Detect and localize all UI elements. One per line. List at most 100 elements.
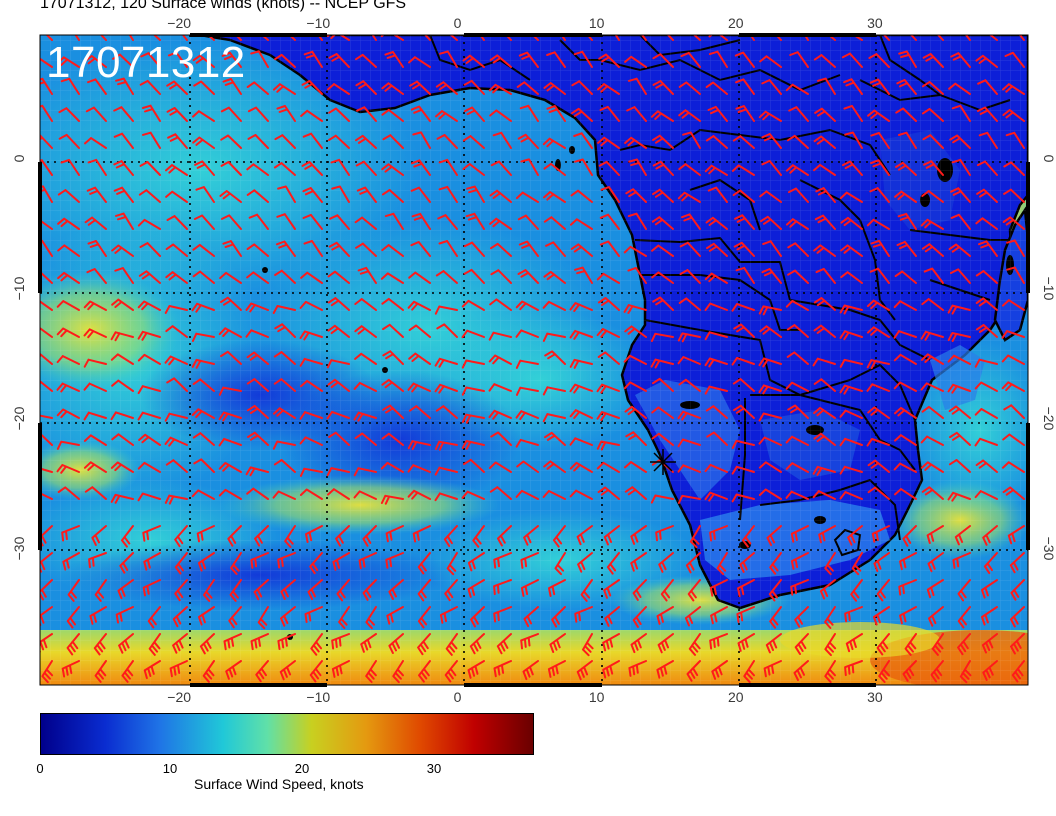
wind-barb — [652, 296, 674, 311]
wind-barb — [365, 606, 377, 630]
wind-barb — [602, 633, 620, 652]
wind-barb — [597, 351, 620, 365]
wind-barb — [869, 187, 890, 203]
wind-barb — [920, 435, 944, 446]
wind-barb — [652, 377, 674, 392]
wind-barb — [1002, 486, 1025, 500]
wind-barb — [504, 35, 512, 41]
wind-barb — [56, 464, 80, 474]
wind-barb — [365, 660, 377, 683]
wind-barb — [896, 240, 917, 257]
wind-barb — [218, 411, 242, 422]
wind-barb — [113, 106, 134, 122]
wind-barb — [276, 213, 296, 230]
wind-barb — [947, 383, 971, 394]
wind-barb — [758, 436, 782, 446]
wind-barb — [758, 488, 782, 500]
wind-barb — [489, 189, 512, 203]
wind-barb — [411, 212, 431, 230]
wind-barb — [952, 552, 971, 569]
wind-barb — [543, 162, 566, 176]
wind-barb — [381, 163, 404, 176]
wind-barb — [354, 216, 377, 230]
wind-barb — [381, 432, 404, 446]
wind-barb — [166, 215, 188, 230]
lon-tick-top: 0 — [454, 15, 462, 31]
wind-barb — [128, 35, 134, 41]
wind-barb — [219, 271, 242, 284]
wind-barb — [866, 438, 890, 447]
wind-barb — [815, 267, 836, 284]
wind-barb — [761, 79, 782, 95]
wind-barb — [272, 407, 296, 419]
wind-barb — [982, 525, 998, 546]
wind-barb — [493, 552, 512, 569]
wind-barb — [794, 606, 809, 628]
wind-barb — [86, 268, 107, 284]
wind-barb — [766, 525, 782, 547]
wind-barb — [274, 323, 296, 338]
wind-barb — [895, 107, 917, 122]
wind-barb — [381, 108, 404, 122]
wind-barb — [332, 552, 350, 571]
wind-barb — [192, 378, 215, 392]
wind-barb — [194, 160, 215, 176]
wind-barb — [707, 186, 728, 203]
wind-barb — [300, 109, 323, 122]
wind-barb — [382, 323, 404, 338]
wind-barb — [166, 80, 188, 95]
wind-barb — [677, 191, 701, 203]
wind-barb — [518, 240, 539, 257]
wind-barb — [731, 465, 755, 475]
wind-barb — [488, 461, 512, 473]
wind-barb — [489, 54, 512, 68]
wind-barb — [976, 160, 998, 176]
wind-barb — [927, 552, 944, 573]
wind-barb — [1006, 266, 1025, 284]
lon-tick-bottom: 30 — [867, 689, 883, 705]
wind-barb — [299, 411, 323, 420]
wind-barb — [742, 525, 755, 548]
wind-barb — [250, 633, 269, 651]
wind-barb — [819, 579, 836, 600]
wind-barb — [577, 552, 593, 573]
wind-barb — [424, 35, 431, 41]
wind-barb — [469, 633, 485, 655]
wind-barb — [546, 105, 566, 122]
wind-barb — [273, 459, 296, 473]
wind-barb — [382, 134, 404, 149]
wind-barb — [385, 525, 404, 543]
wind-barb — [354, 298, 377, 311]
wind-barb — [951, 158, 971, 176]
wind-barb — [353, 490, 377, 500]
wind-barb — [356, 106, 377, 122]
wind-barb — [678, 297, 701, 311]
wind-barb — [812, 465, 836, 476]
date-stamp: 17071312 — [46, 38, 246, 87]
wind-barb — [975, 217, 998, 230]
wind-barb — [496, 633, 512, 655]
wind-barb — [974, 437, 998, 447]
wind-barb — [301, 161, 323, 176]
wind-barb — [950, 187, 971, 203]
wind-barb — [166, 107, 188, 122]
wind-barb — [765, 633, 782, 654]
wind-barb — [112, 53, 134, 68]
wind-barb — [758, 357, 782, 368]
wind-barb — [517, 269, 539, 284]
wind-barb — [191, 489, 215, 500]
wind-barb — [759, 325, 782, 338]
wind-barb — [624, 136, 647, 149]
wind-barb — [554, 552, 566, 576]
wind-barb — [920, 353, 944, 365]
wind-barb — [839, 304, 863, 315]
wind-barb — [335, 525, 350, 547]
wind-barb — [449, 35, 458, 41]
wind-barb — [317, 35, 323, 41]
wind-barb — [250, 552, 269, 569]
wind-barb — [57, 217, 80, 230]
wind-barb — [1006, 239, 1025, 257]
wind-barb — [193, 458, 215, 473]
wind-barb — [686, 660, 701, 682]
wind-barb — [651, 406, 674, 419]
